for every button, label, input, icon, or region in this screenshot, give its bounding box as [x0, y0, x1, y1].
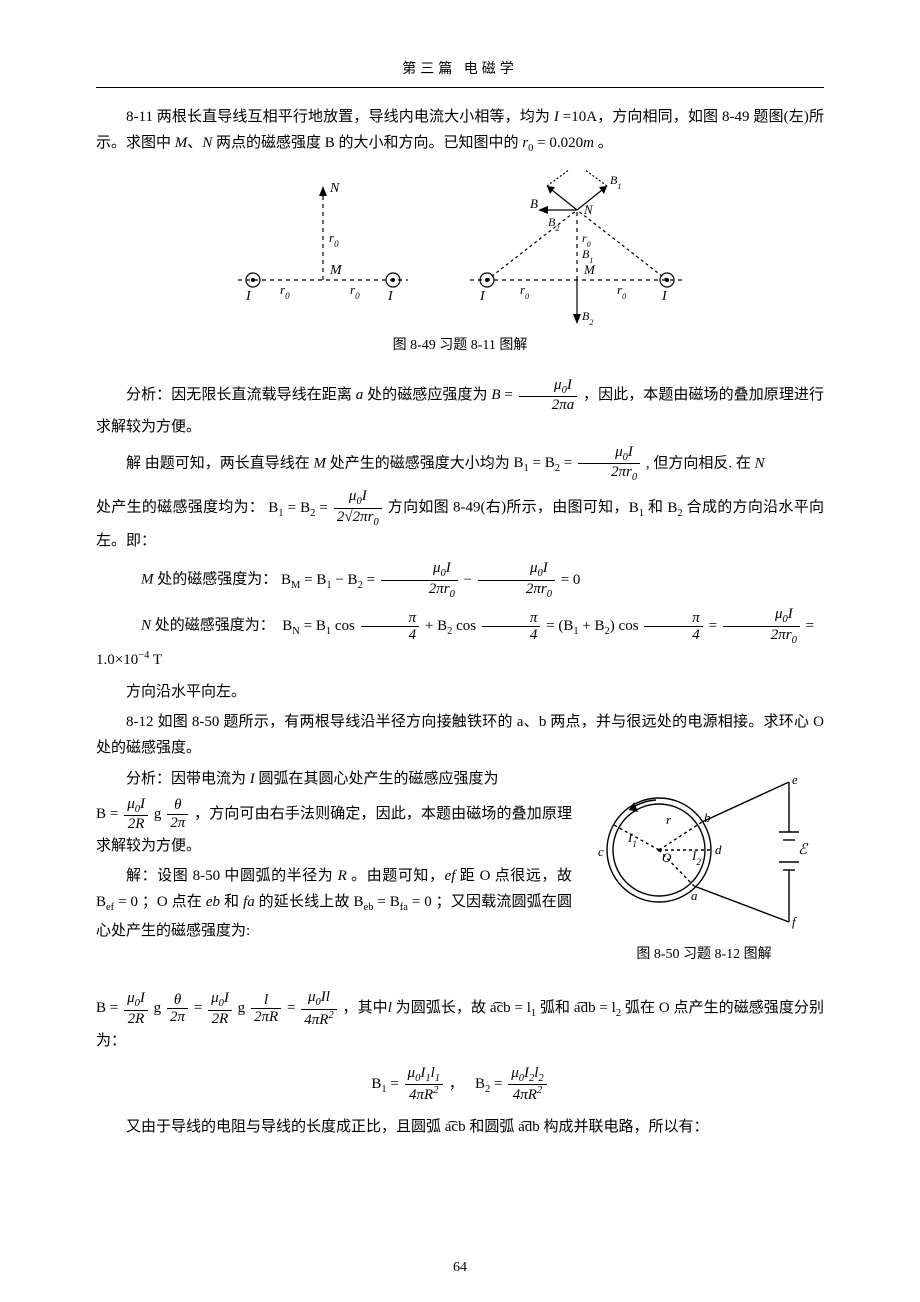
svg-text:r0: r0 [520, 282, 529, 301]
svg-text:B2: B2 [548, 215, 559, 233]
svg-text:B2: B2 [582, 309, 593, 327]
svg-text:M: M [329, 263, 343, 278]
svg-text:O: O [662, 850, 672, 865]
svg-text:r0: r0 [582, 231, 591, 249]
page-header: 第三篇 电磁学 [96, 58, 824, 83]
eq-8-11-N: N 处的磁感强度为： BN = B1 cos π4 + B2 cos π4 = … [96, 606, 824, 672]
eq-8-11-M: M 处的磁感强度为： BM = B1 − B2 = μ0I2πr0 − μ0I2… [96, 560, 824, 600]
figure-8-49-right: N M I I B B1 B2 r0 B1 r0 r0 B2 [452, 170, 702, 330]
svg-text:r0: r0 [280, 282, 290, 301]
solution-8-11-line2: 处产生的磁感强度均为： B1 = B2 = μ0I2√2πr0 方向如图 8-4… [96, 488, 824, 554]
problem-8-11-text: 8-11 两根长直导线互相平行地放置，导线内电流大小相等，均为 I =10A，方… [96, 104, 824, 159]
svg-text:r: r [666, 812, 672, 827]
svg-text:b: b [704, 810, 711, 825]
svg-text:d: d [715, 842, 722, 857]
svg-text:B: B [530, 196, 538, 211]
svg-text:I: I [479, 289, 486, 304]
svg-text:N: N [583, 202, 594, 217]
svg-text:r0: r0 [617, 282, 626, 301]
svg-text:I: I [661, 289, 668, 304]
svg-text:I2: I2 [691, 848, 701, 867]
svg-text:a: a [691, 888, 698, 903]
analysis-8-11: 分析：因无限长直流载导线在距离 a 处的磁感应强度为 B = μ0I2πa ，因… [96, 377, 824, 440]
figure-8-49-left: N M I I r0 r0 r0 [218, 170, 428, 320]
solution-8-11-line1: 解 由题可知，两长直导线在 M 处产生的磁感强度大小均为 B1 = B2 = μ… [96, 444, 824, 484]
eq-8-12-B1B2: B1 = μ0I1l14πR2 ， B2 = μ0I2l24πR2 [96, 1065, 824, 1104]
text-8-12-last: 又由于导线的电阻与导线的长度成正比，且圆弧 a͡cb 和圆弧 a͡db 构成并联… [96, 1114, 824, 1140]
figure-8-49-caption: 图 8-49 习题 8-11 图解 [96, 334, 824, 359]
svg-text:r0: r0 [329, 230, 339, 249]
page: 第三篇 电磁学 8-11 两根长直导线互相平行地放置，导线内电流大小相等，均为 … [0, 0, 920, 1302]
figure-8-49: N M I I r0 r0 r0 [96, 170, 824, 330]
figure-8-50-svg: O I1 I2 r b d a c e f ℰ [584, 770, 824, 930]
svg-text:I1: I1 [627, 830, 637, 849]
direction-8-11: 方向沿水平向左。 [96, 679, 824, 705]
svg-text:e: e [792, 772, 798, 787]
svg-text:f: f [792, 914, 798, 929]
svg-text:I: I [245, 289, 252, 304]
eq-8-12-B: B = μ0I2R g θ2π = μ0I2R g l2πR = μ0Il4πR… [96, 989, 824, 1054]
svg-text:ℰ: ℰ [798, 842, 809, 858]
svg-text:r0: r0 [350, 282, 360, 301]
figure-8-50: O I1 I2 r b d a c e f ℰ 图 8-50 习题 8-12 图… [584, 770, 824, 986]
page-number: 64 [0, 1256, 920, 1281]
figure-8-50-caption: 图 8-50 习题 8-12 图解 [584, 943, 824, 968]
svg-text:B1: B1 [610, 173, 621, 191]
header-rule [96, 87, 824, 88]
svg-text:I: I [387, 289, 394, 304]
svg-text:c: c [598, 844, 604, 859]
problem-8-12-text: 8-12 如图 8-50 题所示，有两根导线沿半径方向接触铁环的 a、b 两点，… [96, 709, 824, 762]
svg-text:N: N [329, 181, 340, 196]
